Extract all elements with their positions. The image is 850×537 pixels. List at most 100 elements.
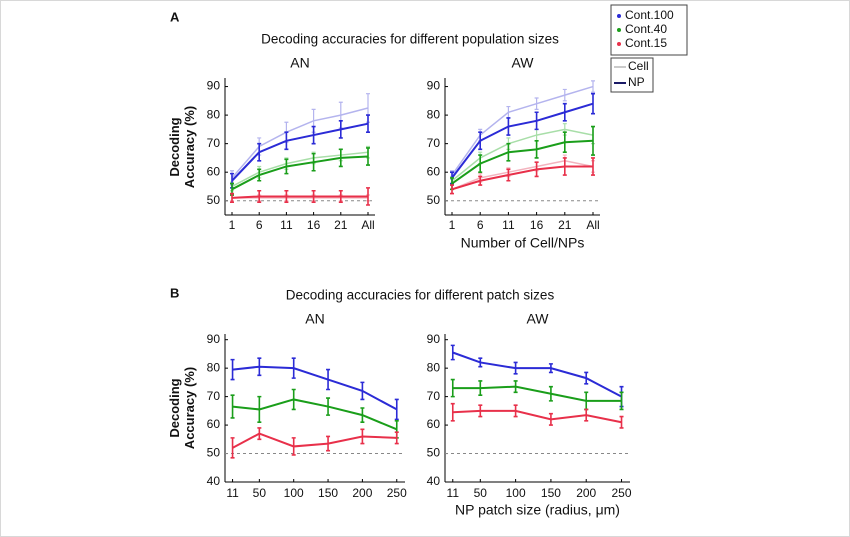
error-bar — [450, 344, 455, 361]
series-line — [451, 160, 594, 191]
series-line — [451, 128, 594, 182]
error-bar — [257, 168, 262, 182]
error-bar — [338, 148, 343, 168]
y-tick-label: 50 — [427, 446, 441, 460]
error-bar — [394, 431, 399, 445]
y-axis-label: Decoding Accuracy (%) — [167, 366, 197, 450]
series-line — [452, 385, 622, 402]
error-bar — [450, 184, 454, 195]
y-tick-label: 60 — [207, 417, 221, 431]
series-line — [451, 139, 594, 185]
error-bar — [257, 357, 262, 377]
error-bar — [291, 437, 296, 456]
error-bar — [311, 125, 316, 145]
error-bar — [562, 157, 567, 176]
y-tick-label: 80 — [207, 107, 221, 121]
error-bar — [591, 125, 595, 156]
chart-title: AW — [511, 55, 534, 71]
y-tick-label: 90 — [207, 79, 221, 93]
x-tick-label: 16 — [307, 218, 321, 232]
y-tick-label: 90 — [207, 332, 221, 346]
series-line — [231, 151, 369, 188]
y-tick-label: 40 — [207, 474, 221, 488]
error-bar — [591, 157, 595, 176]
error-bar — [257, 142, 262, 162]
y-tick-label: 70 — [427, 389, 441, 403]
x-tick-label: All — [586, 218, 599, 232]
error-bar — [478, 404, 483, 418]
error-bar — [311, 152, 316, 172]
error-bar — [284, 131, 289, 151]
x-tick-label: 11 — [280, 218, 293, 232]
legend-label: Cont.40 — [625, 22, 667, 36]
error-bar — [284, 158, 289, 175]
x-tick-label: 100 — [506, 486, 526, 500]
chart-title: AW — [526, 311, 549, 327]
error-bar — [591, 80, 595, 93]
legend-box — [610, 4, 688, 56]
x-tick-label: 6 — [256, 218, 263, 232]
x-axis-label: NP patch size (radius, μm) — [455, 502, 620, 518]
error-bar — [450, 402, 455, 422]
error-bar — [230, 437, 235, 459]
error-bar — [478, 357, 483, 368]
y-tick-label: 60 — [427, 164, 441, 178]
error-bar — [326, 397, 331, 416]
panel-label: B — [170, 285, 179, 300]
error-bar — [311, 189, 316, 203]
error-bar — [230, 394, 235, 419]
x-tick-label: 1 — [449, 218, 456, 232]
chart-title: AN — [290, 55, 309, 71]
chart-title: AN — [305, 311, 324, 327]
x-tick-label: 21 — [334, 218, 348, 232]
error-bar — [513, 361, 518, 375]
x-tick-label: 11 — [447, 486, 460, 500]
error-bar — [591, 92, 595, 115]
error-bar — [534, 111, 539, 131]
error-bar — [366, 114, 370, 134]
error-bar — [338, 120, 343, 139]
error-bar — [450, 378, 455, 398]
x-tick-label: 150 — [318, 486, 338, 500]
x-tick-label: 250 — [387, 486, 407, 500]
error-bar — [513, 404, 518, 418]
x-tick-label: 50 — [474, 486, 488, 500]
x-tick-label: 1 — [229, 218, 236, 232]
error-bar — [506, 142, 511, 162]
error-bar — [338, 189, 343, 203]
error-bar — [548, 412, 553, 426]
error-bar — [562, 131, 567, 154]
y-tick-label: 70 — [207, 389, 221, 403]
error-bar — [257, 427, 262, 441]
y-tick-label: 80 — [427, 360, 441, 374]
x-tick-label: 100 — [284, 486, 304, 500]
series-line — [452, 409, 622, 424]
error-bar — [478, 380, 483, 396]
y-tick-label: 40 — [427, 474, 441, 488]
series-line — [231, 122, 369, 182]
error-bar — [513, 380, 518, 394]
error-bar — [257, 395, 262, 424]
series-line — [231, 107, 369, 179]
legend-label: Cont.15 — [625, 36, 667, 50]
x-axis-label: Number of Cell/NPs — [461, 235, 585, 251]
legend-marker — [617, 28, 621, 32]
error-bar — [584, 408, 589, 422]
error-bar — [619, 415, 624, 429]
error-bar — [257, 189, 262, 203]
x-tick-label: 21 — [558, 218, 572, 232]
error-bar — [360, 381, 365, 401]
y-tick-label: 80 — [207, 360, 221, 374]
error-bar — [506, 117, 511, 136]
x-tick-label: 50 — [253, 486, 267, 500]
error-bar — [548, 385, 553, 402]
section-title: Decoding accuracies for different patch … — [286, 288, 555, 303]
y-tick-label: 70 — [207, 136, 221, 150]
panel-label: A — [170, 9, 180, 24]
error-bar — [394, 398, 399, 421]
series-line — [232, 398, 398, 431]
error-bar — [326, 368, 331, 391]
series-line — [232, 432, 397, 449]
x-tick-label: 250 — [612, 486, 632, 500]
